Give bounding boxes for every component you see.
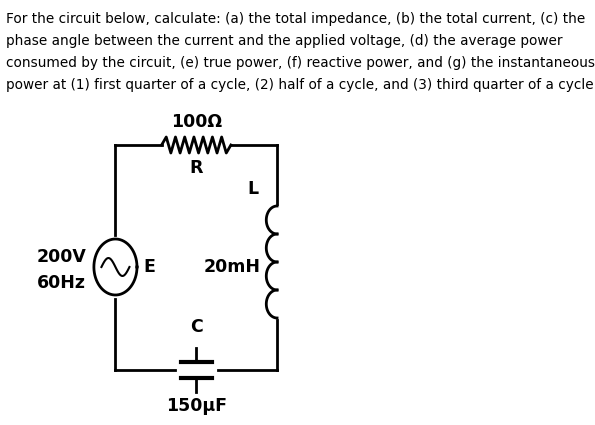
Text: consumed by the circuit, (e) true power, (f) reactive power, and (g) the instant: consumed by the circuit, (e) true power,… xyxy=(6,56,595,70)
Text: power at (1) first quarter of a cycle, (2) half of a cycle, and (3) third quarte: power at (1) first quarter of a cycle, (… xyxy=(6,78,595,92)
Text: 100Ω: 100Ω xyxy=(171,113,222,131)
Text: 200V: 200V xyxy=(36,248,86,266)
Text: L: L xyxy=(248,180,259,198)
Text: phase angle between the current and the applied voltage, (d) the average power: phase angle between the current and the … xyxy=(6,34,563,48)
Text: 20mH: 20mH xyxy=(203,258,260,276)
Text: 60Hz: 60Hz xyxy=(37,274,86,292)
Text: E: E xyxy=(143,258,155,276)
Text: For the circuit below, calculate: (a) the total impedance, (b) the total current: For the circuit below, calculate: (a) th… xyxy=(6,12,585,26)
Text: R: R xyxy=(189,159,203,177)
Text: C: C xyxy=(190,318,203,336)
Text: 150μF: 150μF xyxy=(166,397,227,415)
